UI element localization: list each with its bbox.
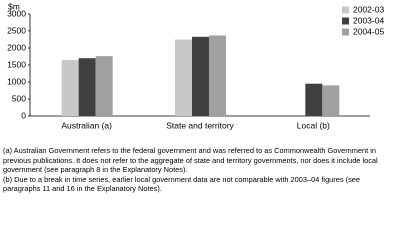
bar bbox=[209, 35, 226, 116]
bar bbox=[305, 83, 323, 116]
y-tick-label: 3000 bbox=[7, 8, 26, 18]
y-tick-label: 0 bbox=[21, 110, 26, 120]
y-axis-label: $m bbox=[8, 1, 20, 11]
x-tick-label: Australian (a) bbox=[61, 120, 112, 130]
bar bbox=[61, 59, 79, 116]
y-tick-label: 1000 bbox=[7, 76, 26, 86]
bar bbox=[192, 36, 209, 116]
footnote: (a) Australian Government refers to the … bbox=[3, 146, 378, 175]
footnotes: (a) Australian Government refers to the … bbox=[3, 146, 393, 194]
chart: $m 0 500 1000 1500 2000 2500 3000 Australian (a… bbox=[7, 1, 384, 130]
bar bbox=[322, 85, 340, 116]
legend-swatch bbox=[342, 28, 349, 36]
y-tick-label: 2000 bbox=[7, 42, 26, 52]
y-tick-label: 500 bbox=[12, 93, 26, 103]
legend-swatch bbox=[342, 6, 349, 14]
bar bbox=[95, 56, 113, 116]
legend-label: 2002-03 bbox=[353, 4, 384, 14]
y-tick-label: 1500 bbox=[7, 59, 26, 69]
page: $m 0 500 1000 1500 2000 2500 3000 Australian (a… bbox=[3, 1, 393, 194]
x-tick-label: State and territory bbox=[166, 120, 234, 130]
y-tick-label: 2500 bbox=[7, 25, 26, 35]
bar bbox=[175, 39, 192, 116]
bar bbox=[78, 58, 96, 116]
x-tick-label: Local (b) bbox=[297, 120, 330, 130]
legend-label: 2003-04 bbox=[353, 15, 384, 25]
legend-label: 2004-05 bbox=[353, 26, 384, 36]
legend-swatch bbox=[342, 17, 349, 25]
footnote: (b) Due to a break in time series, earli… bbox=[3, 174, 360, 194]
